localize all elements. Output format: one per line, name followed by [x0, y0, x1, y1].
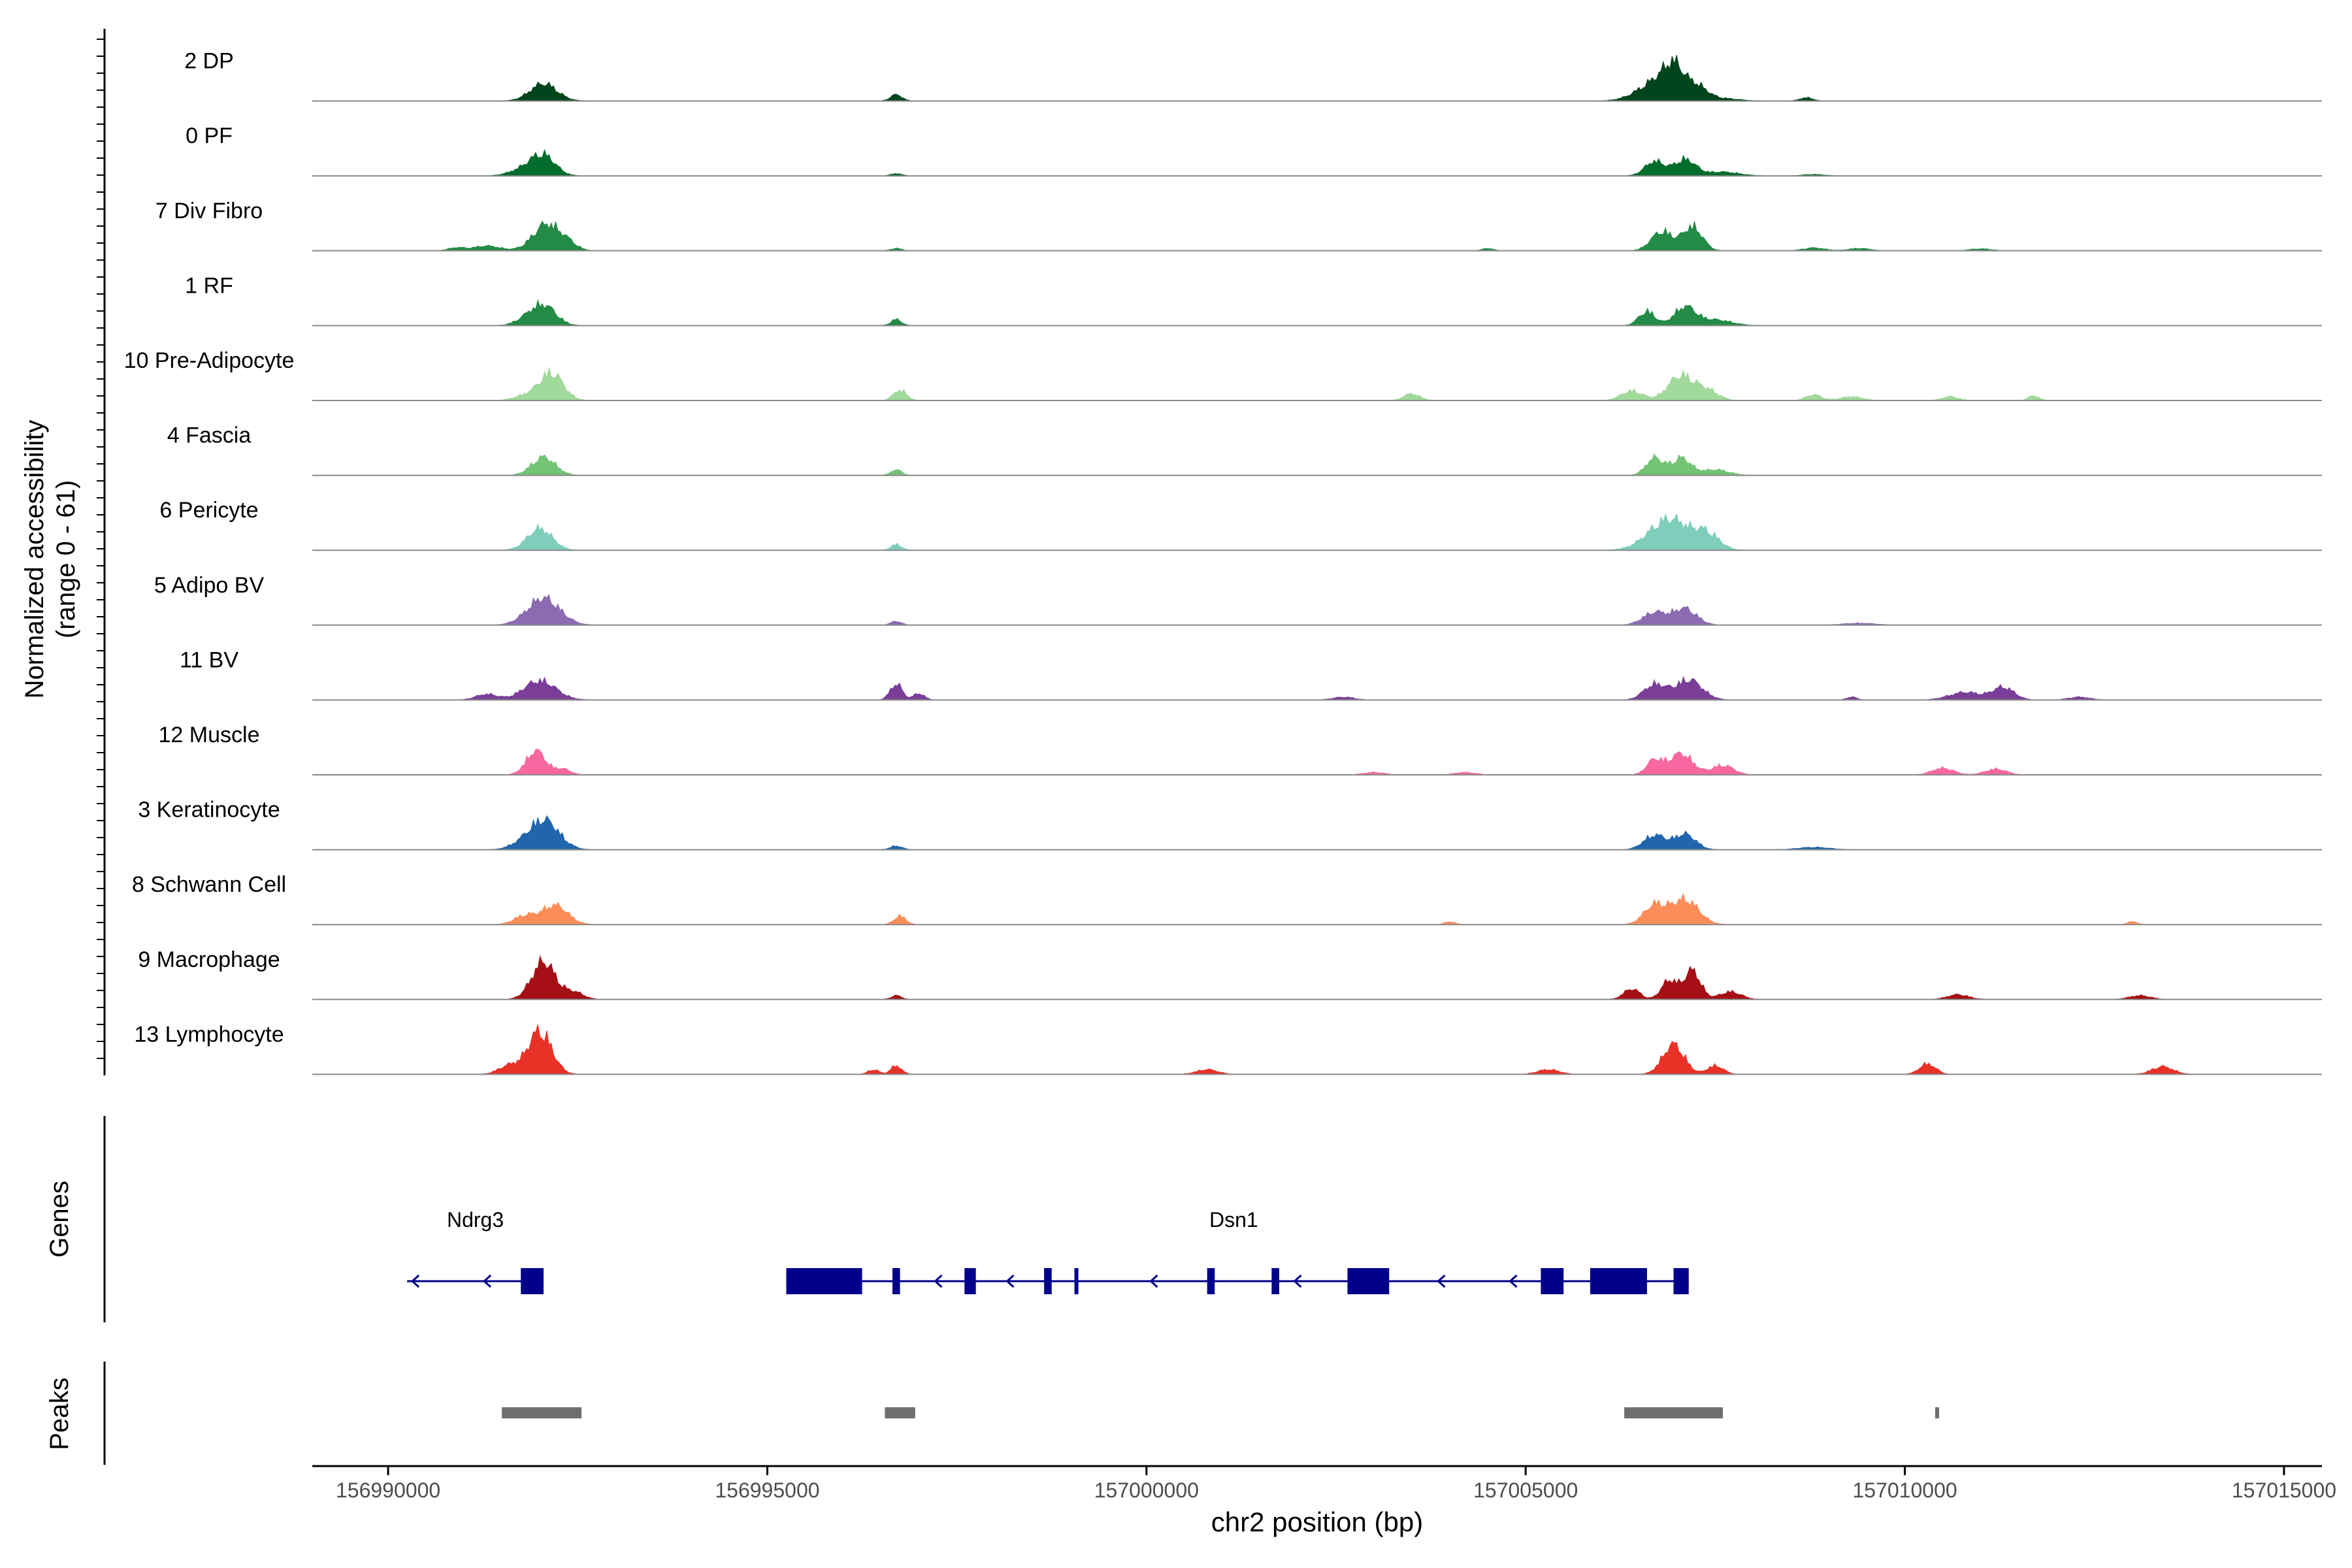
track-label: 11 BV [180, 647, 238, 672]
gene-label: Dsn1 [1209, 1208, 1258, 1232]
exon [1271, 1268, 1279, 1294]
x-tick-label: 157015000 [2232, 1478, 2336, 1502]
track-11-bv: 11 BV [180, 647, 2322, 701]
x-axis-label: chr2 position (bp) [1211, 1507, 1424, 1537]
track-label: 8 Schwann Cell [132, 872, 286, 897]
track-label: 10 Pre-Adipocyte [124, 348, 295, 373]
y-axis-range-label: (range 0 - 61) [52, 480, 80, 638]
strand-arrow [482, 1274, 492, 1288]
track-label: 9 Macrophage [138, 947, 280, 972]
peak-region [1624, 1407, 1723, 1418]
x-tick-label: 156995000 [715, 1478, 819, 1502]
x-tick-label: 157000000 [1094, 1478, 1199, 1502]
track-label: 0 PF [186, 123, 233, 148]
strand-arrow [1509, 1274, 1518, 1288]
exon [521, 1268, 544, 1294]
track-4-fascia: 4 Fascia [167, 423, 2322, 476]
peaks-panel-title: Peaks [45, 1377, 74, 1450]
track-label: 1 RF [185, 273, 233, 298]
x-tick-label: 157010000 [1852, 1478, 1957, 1502]
gene-ndrg3: Ndrg3 [407, 1208, 544, 1294]
track-0-pf: 0 PF [186, 123, 2322, 177]
track-3-keratinocyte: 3 Keratinocyte [138, 798, 2322, 851]
strand-arrow [1005, 1274, 1015, 1288]
gene-label: Ndrg3 [447, 1208, 504, 1232]
track-5-adipo-bv: 5 Adipo BV [154, 573, 2322, 626]
x-tick-label: 156990000 [336, 1478, 440, 1502]
track-label: 7 Div Fibro [155, 199, 263, 223]
track-13-lymphocyte: 13 Lymphocyte [134, 1022, 2322, 1075]
track-6-pericyte: 6 Pericyte [159, 498, 2322, 551]
track-12-muscle: 12 Muscle [159, 723, 2322, 776]
track-label: 13 Lymphocyte [134, 1022, 284, 1047]
exon [1541, 1268, 1564, 1294]
strand-arrow [1293, 1274, 1302, 1288]
exon [1074, 1268, 1079, 1294]
exon [1673, 1268, 1689, 1294]
track-label: 6 Pericyte [159, 498, 258, 523]
track-1-rf: 1 RF [185, 273, 2322, 327]
y-axis-ticks [97, 39, 105, 1059]
strand-arrow [1149, 1274, 1158, 1288]
x-tick-label: 157005000 [1473, 1478, 1578, 1502]
track-label: 2 DP [184, 49, 234, 74]
peak-region [1935, 1407, 1940, 1418]
peak-region [502, 1407, 582, 1418]
peak-regions [502, 1407, 1940, 1418]
track-2-dp: 2 DP [184, 49, 2322, 102]
track-label: 4 Fascia [167, 423, 252, 448]
exon [892, 1268, 900, 1294]
strand-arrow [1437, 1274, 1446, 1288]
track-8-schwann-cell: 8 Schwann Cell [132, 872, 2322, 926]
gene-dsn1: Dsn1 [786, 1208, 1689, 1294]
genes-panel-title: Genes [45, 1181, 74, 1258]
exon [1347, 1268, 1390, 1294]
strand-arrow [934, 1274, 943, 1288]
exon [964, 1268, 976, 1294]
track-10-pre-adipocyte: 10 Pre-Adipocyte [124, 348, 2322, 401]
exon [1590, 1268, 1647, 1294]
track-label: 3 Keratinocyte [138, 798, 280, 823]
coverage-tracks: 2 DP 0 PF 7 Div Fibro 1 RF 10 Pre-Adipocyte 4… [124, 49, 2322, 1075]
track-7-div-fibro: 7 Div Fibro [155, 199, 2322, 252]
exon [786, 1268, 862, 1294]
exon [1044, 1268, 1052, 1294]
peak-region [885, 1407, 915, 1418]
exon [1207, 1268, 1215, 1294]
gene-annotations: Ndrg3 Dsn1 [407, 1208, 1689, 1294]
track-9-macrophage: 9 Macrophage [138, 947, 2322, 1000]
strand-arrow [410, 1274, 420, 1288]
x-axis-ticks: 156990000 156995000 157000000 157005000 1570… [336, 1466, 2336, 1502]
y-axis-label: Normalized accessibility [20, 420, 49, 699]
track-label: 5 Adipo BV [154, 573, 265, 598]
track-label: 12 Muscle [159, 723, 260, 747]
